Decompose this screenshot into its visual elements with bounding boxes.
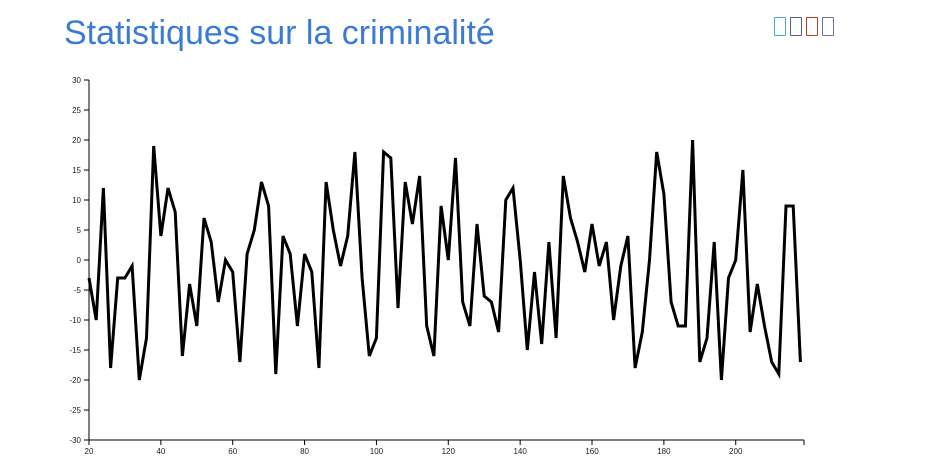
- x-tick-label: 40: [156, 447, 165, 456]
- page-title: Statistiques sur la criminalité: [64, 14, 495, 52]
- x-tick-label: 100: [370, 447, 384, 456]
- x-tick-label: 180: [657, 447, 671, 456]
- x-tick-label: 140: [513, 447, 527, 456]
- y-tick-label: 20: [72, 136, 81, 145]
- x-tick-label: 80: [300, 447, 309, 456]
- toolbar-icon-2[interactable]: [790, 17, 802, 36]
- x-tick-label: 200: [729, 447, 743, 456]
- y-tick-label: 25: [72, 106, 81, 115]
- chart-toolbar: [774, 17, 834, 36]
- y-tick-label: 30: [72, 76, 81, 85]
- x-tick-label: 160: [585, 447, 599, 456]
- y-tick-label: -20: [69, 376, 81, 385]
- y-tick-label: -15: [69, 346, 81, 355]
- x-tick-label: 120: [442, 447, 456, 456]
- y-tick-label: 5: [77, 226, 82, 235]
- toolbar-icon-1[interactable]: [774, 17, 786, 36]
- y-tick-label: 0: [77, 256, 82, 265]
- y-tick-label: -25: [69, 406, 81, 415]
- toolbar-icon-4[interactable]: [822, 17, 834, 36]
- x-tick-label: 60: [228, 447, 237, 456]
- y-tick-label: -30: [69, 436, 81, 445]
- y-tick-label: 15: [72, 166, 81, 175]
- y-tick-label: -10: [69, 316, 81, 325]
- x-tick-label: 20: [85, 447, 94, 456]
- toolbar-icon-3[interactable]: [806, 17, 818, 36]
- series-line: [87, 139, 802, 381]
- y-tick-label: 10: [72, 196, 81, 205]
- y-tick-label: -5: [74, 286, 82, 295]
